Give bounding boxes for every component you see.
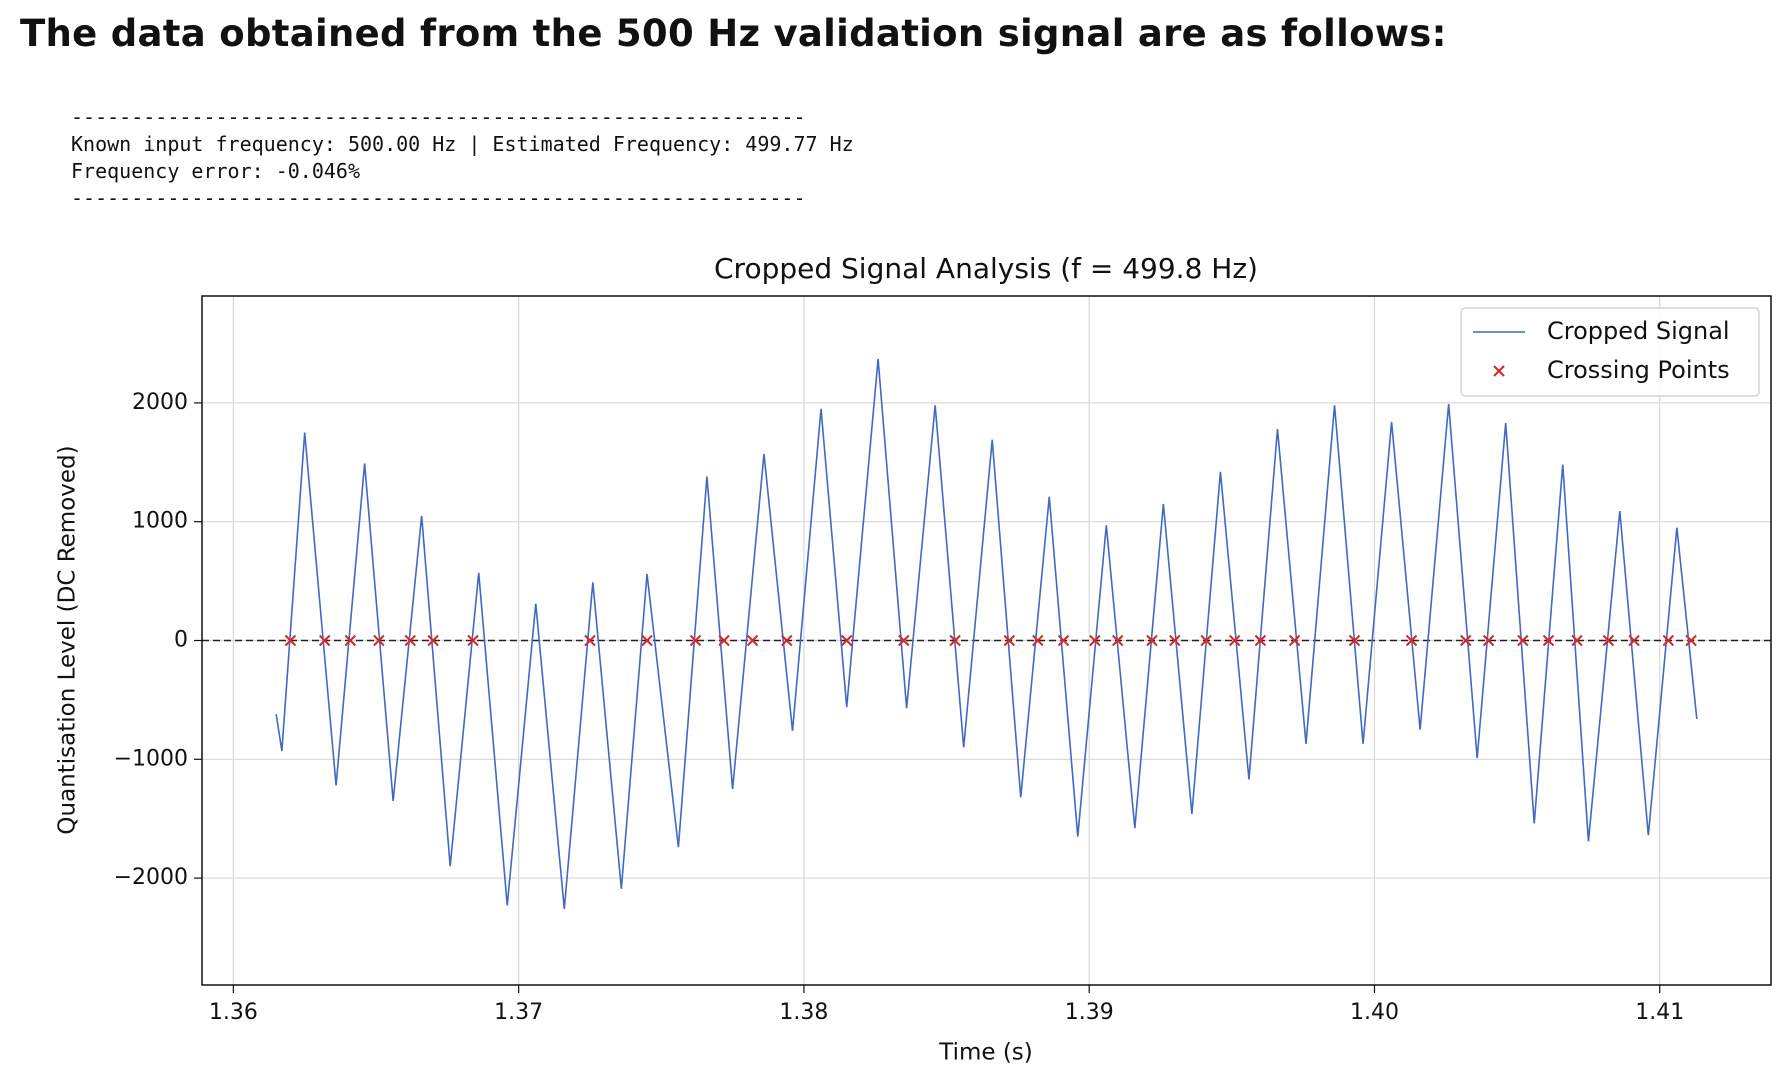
crossing-point <box>718 634 730 647</box>
output-line: Known input frequency: 500.00 Hz | Estim… <box>71 132 854 156</box>
crossing-point <box>284 634 297 647</box>
legend-label: Cropped Signal <box>1547 317 1730 345</box>
legend-swatch <box>1493 365 1505 377</box>
crossing-point <box>1057 634 1070 647</box>
crossing-point <box>1254 634 1267 647</box>
y-tick-label: −1000 <box>114 746 188 771</box>
crossing-point <box>1146 634 1158 647</box>
crossing-point <box>641 634 653 647</box>
y-tick-label: 1000 <box>132 509 188 534</box>
y-axis-label: Quantisation Level (DC Removed) <box>55 445 81 834</box>
crossing-point <box>584 634 596 647</box>
crossing-point <box>1628 634 1640 647</box>
legend-box <box>1460 307 1760 397</box>
signal-line <box>275 358 1698 910</box>
chart-title: Cropped Signal Analysis (f = 499.8 Hz) <box>714 252 1258 285</box>
y-tick-label: −2000 <box>114 865 188 890</box>
crossing-point <box>1482 634 1495 647</box>
x-tick-label: 1.41 <box>1635 1000 1684 1025</box>
crossing-point <box>1169 634 1181 647</box>
x-tick-label: 1.39 <box>1065 1000 1114 1025</box>
crossing-point <box>1288 634 1301 647</box>
crossing-point <box>404 634 416 647</box>
crossing-point <box>1685 634 1697 647</box>
crossing-point <box>318 634 331 647</box>
y-tick-label: 0 <box>174 628 188 653</box>
crossing-point <box>1003 634 1016 647</box>
crossing-point <box>1200 634 1212 647</box>
crossing-point <box>689 634 702 647</box>
crossing-point <box>1542 634 1555 647</box>
y-tick-label: 2000 <box>132 390 188 415</box>
x-tick-label: 1.36 <box>209 1000 258 1025</box>
crossing-point <box>1089 634 1101 647</box>
legend-label: Crossing Points <box>1547 356 1730 384</box>
crossing-point <box>1405 634 1418 647</box>
crossing-point <box>1228 634 1241 647</box>
crossing-point <box>1348 634 1361 647</box>
crossing-point <box>746 634 759 647</box>
x-tick-label: 1.40 <box>1350 1000 1399 1025</box>
x-tick-label: 1.37 <box>494 1000 543 1025</box>
crossing-point <box>1032 634 1044 647</box>
x-axis-label: Time (s) <box>938 1040 1033 1066</box>
crossing-point <box>1112 634 1124 647</box>
crossing-point <box>1460 634 1472 647</box>
output-line: Frequency error: -0.046% <box>71 159 360 183</box>
crossing-point <box>1571 634 1583 647</box>
crossing-point <box>373 634 385 647</box>
crossing-point <box>427 634 439 647</box>
console-output: ----------------------------------------… <box>71 104 854 212</box>
output-line: ----------------------------------------… <box>71 186 806 210</box>
crossing-point <box>1662 634 1675 647</box>
crossing-point <box>1517 634 1529 647</box>
output-line: ----------------------------------------… <box>71 105 806 129</box>
heading: The data obtained from the 500 Hz valida… <box>20 12 1447 55</box>
crossing-point <box>898 634 910 647</box>
crossing-point <box>467 634 479 647</box>
plot-frame <box>201 295 1772 986</box>
crossing-point <box>344 634 357 647</box>
crossing-point <box>949 634 961 647</box>
crossing-point <box>1602 634 1615 647</box>
crossing-point <box>781 634 793 647</box>
x-tick-label: 1.38 <box>779 1000 828 1025</box>
crossing-point <box>841 634 853 647</box>
